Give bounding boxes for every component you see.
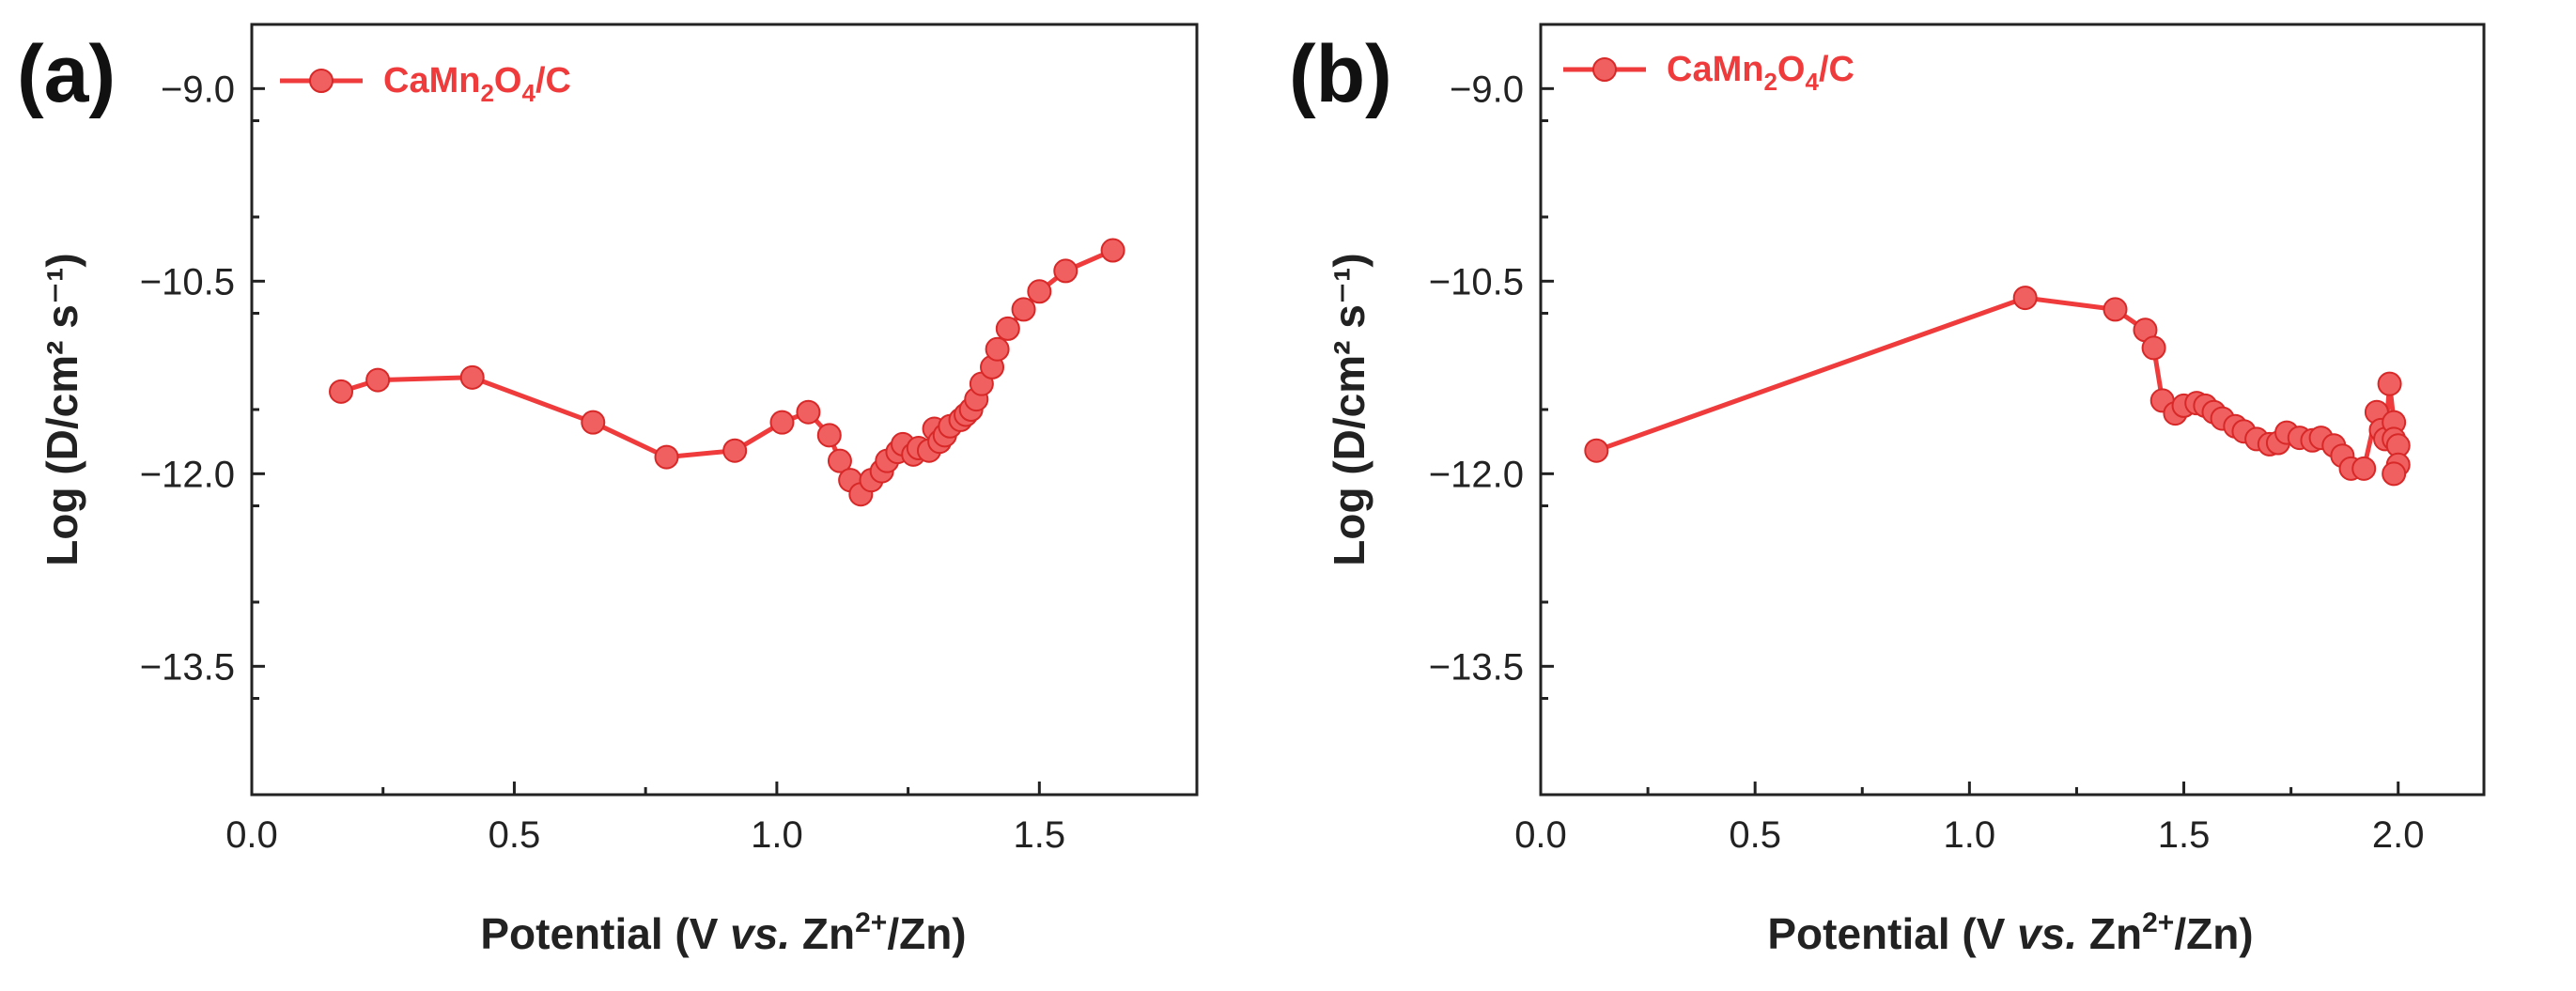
- data-point: [2377, 371, 2402, 396]
- x-ticks-a: 0.0 0.5 1.0 1.5: [225, 782, 1065, 856]
- data-point: [459, 364, 485, 390]
- chart-panel-a: (a) 0.0 0.5 1.0 1.5 −9.0 −10.5 −12.0 −13.5 CaM…: [17, 23, 1199, 958]
- y-ticks-b: −9.0 −10.5 −12.0 −13.5: [1429, 23, 1554, 797]
- y-tick-label: −9.0: [161, 69, 235, 110]
- data-point: [796, 399, 821, 425]
- legend-a: CaMn2O4/C: [280, 61, 571, 107]
- y-tick-label: −12.0: [140, 454, 235, 495]
- data-point: [581, 410, 606, 435]
- data-point: [654, 444, 679, 470]
- data-point: [1053, 258, 1079, 284]
- y-ticks-a: −9.0 −10.5 −12.0 −13.5: [140, 23, 265, 797]
- data-point: [1100, 238, 1125, 263]
- data-point: [722, 438, 748, 463]
- plot-frame-a: [250, 23, 1199, 797]
- data-point: [2103, 297, 2128, 322]
- y-axis-label-a: Log (D/cm² s⁻¹): [38, 253, 86, 565]
- data-point: [985, 336, 1010, 362]
- data-point: [1027, 279, 1052, 304]
- x-tick-label: 0.0: [1514, 814, 1567, 856]
- x-tick-label: 0.5: [1729, 814, 1781, 856]
- data-point: [2351, 456, 2377, 481]
- data-point: [2141, 335, 2166, 361]
- series-a: [329, 238, 1125, 507]
- legend-b: CaMn2O4/C: [1563, 50, 1854, 96]
- x-tick-label: 2.0: [2372, 814, 2425, 856]
- y-axis-label-b: Log (D/cm² s⁻¹): [1325, 253, 1373, 565]
- legend-marker-a: [309, 69, 334, 93]
- data-point: [2012, 286, 2038, 311]
- x-tick-label: 0.5: [489, 814, 541, 856]
- x-axis-label-b: Potential (V vs. Zn2+/Zn): [1767, 907, 2253, 958]
- data-point: [995, 316, 1020, 341]
- y-tick-label: −9.0: [1450, 69, 1524, 110]
- plot-frame-b: [1539, 23, 2486, 797]
- data-point: [816, 423, 842, 448]
- y-tick-label: −10.5: [140, 261, 235, 302]
- legend-marker-b: [1592, 57, 1617, 82]
- x-tick-label: 1.5: [2158, 814, 2211, 856]
- y-tick-label: −12.0: [1429, 454, 1524, 495]
- series-b: [1584, 286, 2411, 487]
- y-tick-label: −10.5: [1429, 261, 1524, 302]
- x-tick-label: 1.0: [1944, 814, 1996, 856]
- data-point: [1011, 297, 1036, 322]
- data-point: [329, 379, 354, 404]
- data-point: [2382, 461, 2407, 487]
- panel-label-a: (a): [17, 29, 116, 119]
- chart-panel-b: (b) 0.0 0.5 1.0 1.5 2.0 −9.0−10.5−12.0−13.5 …: [1289, 23, 2486, 958]
- legend-label-a: CaMn2O4/C: [383, 61, 571, 107]
- x-tick-label: 1.5: [1014, 814, 1066, 856]
- data-point: [827, 448, 852, 473]
- x-ticks-b: 0.0 0.5 1.0 1.5 2.0: [1514, 782, 2425, 856]
- panel-label-b: (b): [1289, 29, 1392, 119]
- y-tick-label: −13.5: [140, 646, 235, 688]
- x-tick-label: 1.0: [751, 814, 803, 856]
- data-point: [769, 410, 795, 435]
- data-point: [365, 367, 391, 393]
- x-tick-label: 0.0: [225, 814, 278, 856]
- data-point: [1584, 438, 1609, 463]
- x-axis-label-a: Potential (V vs. Zn2+/Zn): [480, 907, 966, 958]
- legend-label-b: CaMn2O4/C: [1667, 50, 1854, 96]
- y-tick-label: −13.5: [1429, 646, 1524, 688]
